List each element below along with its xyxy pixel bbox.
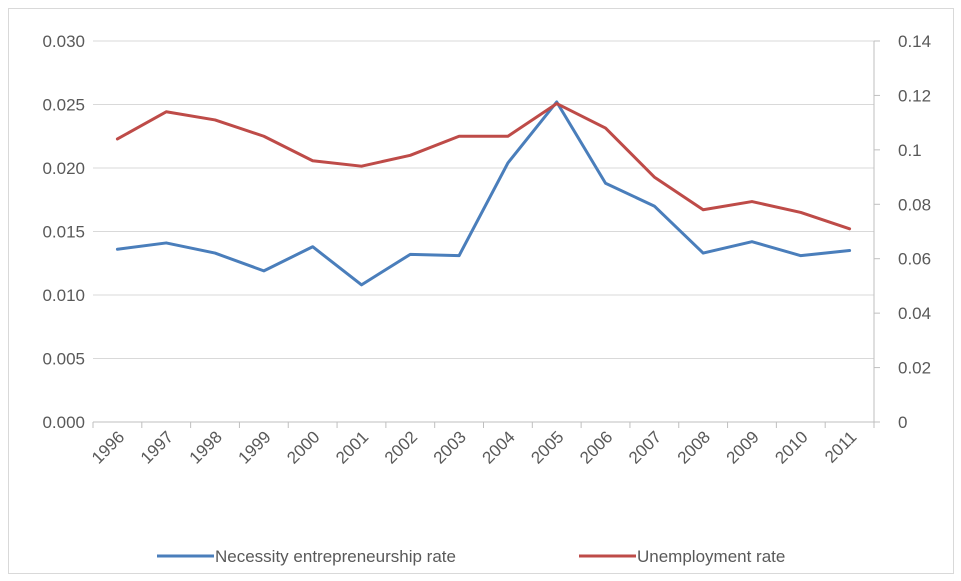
x-tick-label: 2007 [625,427,665,467]
x-tick-label: 1997 [137,427,177,467]
series-line-unemployment [115,102,852,231]
left-y-tick-label: 0.025 [42,96,85,115]
right-y-tick-label: 0.08 [898,195,931,214]
x-tick-label: 1999 [234,427,274,467]
legend: Necessity entrepreneurship rate Unemploy… [157,547,785,566]
legend-label-unemployment: Unemployment rate [637,547,785,566]
x-tick-label: 2011 [821,427,860,466]
x-tick-label: 2005 [527,427,567,467]
right-y-tick-label: 0.12 [898,86,931,105]
x-tick-label: 2000 [283,427,323,467]
right-y-tick-label: 0 [898,413,907,432]
x-tick-label: 2010 [771,427,811,467]
x-tick-label: 2008 [674,427,714,467]
right-y-tick-label: 0.14 [898,32,931,51]
right-y-tick-label: 0.02 [898,359,931,378]
x-tick-label: 2004 [479,427,519,467]
x-tick-label: 2002 [381,427,421,467]
gridlines [93,40,874,423]
x-tick-label: 2009 [723,427,763,467]
left-y-tick-label: 0.000 [42,413,85,432]
left-y-axis-ticks: 0.000 0.005 0.010 0.015 0.020 0.025 0.030 [42,32,85,432]
axes [92,40,880,428]
chart-area: 0.000 0.005 0.010 0.015 0.020 0.025 0.030 0 0.0… [8,8,954,574]
x-axis-ticks: 1996 1997 1998 1999 2000 2001 2002 2003 2004 2005… [88,427,860,467]
right-y-tick-label: 0.1 [898,141,922,160]
left-y-tick-label: 0.010 [42,286,85,305]
left-y-tick-label: 0.015 [42,223,85,242]
left-y-tick-label: 0.005 [42,350,85,369]
x-tick-label: 2003 [430,427,470,467]
left-y-tick-label: 0.020 [42,159,85,178]
x-tick-label: 1998 [186,427,226,467]
line-chart: 0.000 0.005 0.010 0.015 0.020 0.025 0.030 0 0.0… [42,32,931,566]
right-y-tick-label: 0.04 [898,304,931,323]
series-lines [115,100,852,287]
legend-label-necessity: Necessity entrepreneurship rate [215,547,456,566]
x-tick-label: 2006 [576,427,616,467]
right-y-axis-ticks: 0 0.02 0.04 0.06 0.08 0.1 0.12 0.14 [898,32,931,432]
series-line-necessity [115,100,852,287]
left-y-tick-label: 0.030 [42,32,85,51]
right-y-tick-label: 0.06 [898,250,931,269]
x-tick-label: 1996 [88,427,128,467]
x-tick-label: 2001 [332,427,372,467]
